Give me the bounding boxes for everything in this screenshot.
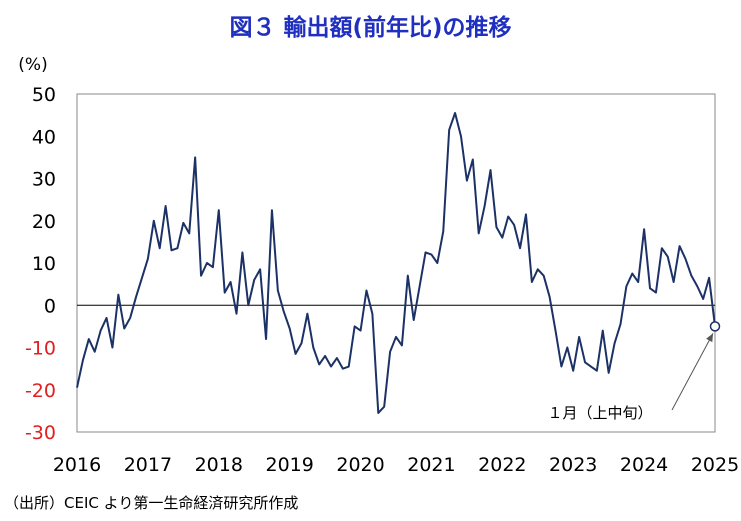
x-tick-label: 2024 <box>620 454 668 476</box>
chart-title: 図３ 輸出額(前年比)の推移 <box>229 15 512 41</box>
x-tick-label: 2016 <box>53 454 101 476</box>
y-tick-label: 30 <box>32 169 56 191</box>
annotation-arrow <box>671 333 714 411</box>
latest-point-label: １月（上中旬） <box>547 404 652 422</box>
x-tick-label: 2019 <box>265 454 313 476</box>
x-tick-label: 2022 <box>478 454 526 476</box>
x-tick-label: 2023 <box>549 454 597 476</box>
x-tick-label: 2020 <box>336 454 384 476</box>
y-tick-label: -30 <box>25 422 56 444</box>
source-note: （出所）CEIC より第一生命経済研究所作成 <box>4 494 299 512</box>
y-tick-label: 0 <box>44 295 56 317</box>
y-tick-label: 50 <box>32 84 56 106</box>
y-axis-ticks: 50 40 30 20 10 0 -10 -20 -30 <box>25 84 56 444</box>
y-tick-label: 20 <box>32 211 56 233</box>
x-tick-label: 2021 <box>407 454 455 476</box>
y-tick-label: 40 <box>32 126 56 148</box>
export-growth-line <box>76 112 716 414</box>
plot-frame <box>76 93 716 433</box>
x-tick-label: 2017 <box>124 454 172 476</box>
y-tick-label: -10 <box>25 338 56 360</box>
y-tick-label: -20 <box>25 380 56 402</box>
latest-point-marker <box>709 321 721 332</box>
x-tick-label: 2025 <box>691 454 739 476</box>
x-axis-ticks: 2016 2017 2018 2019 2020 2021 2022 2023 2024 2025 <box>53 454 739 476</box>
annotation-arrowhead <box>706 333 713 343</box>
y-unit-label: (%) <box>18 55 47 75</box>
x-tick-label: 2018 <box>195 454 243 476</box>
y-tick-label: 10 <box>32 253 56 275</box>
